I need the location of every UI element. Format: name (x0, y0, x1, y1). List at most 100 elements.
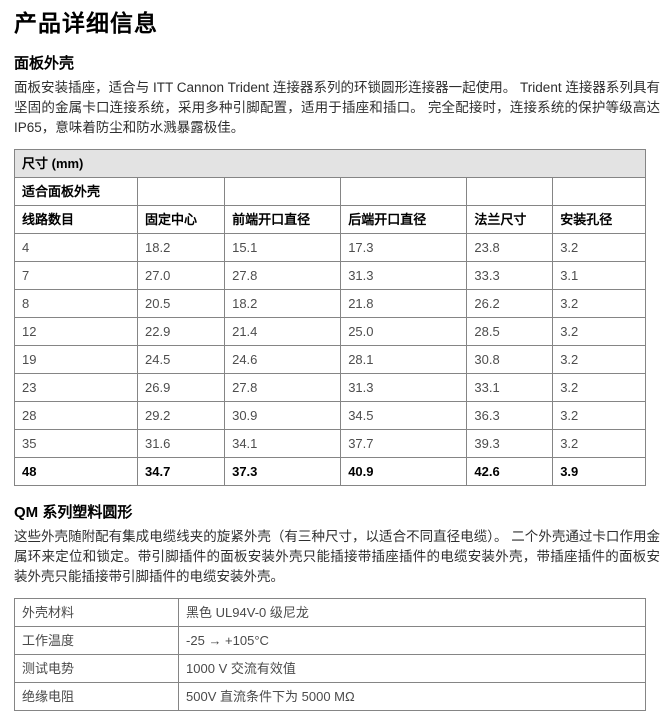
page: 产品详细信息 面板外壳 面板安装插座，适合与 ITT Cannon Triden… (0, 9, 671, 711)
table-row: 12 22.9 21.4 25.0 28.5 3.2 (13, 317, 646, 346)
column-header: 前端开口直径 (224, 205, 342, 234)
table-cell: 3.1 (552, 261, 646, 290)
specs-table: 外壳材料 黑色 UL94V-0 级尼龙 工作温度 -25 → +105°C 测试电势 10… (13, 598, 646, 711)
table-cell: 24.5 (137, 345, 226, 374)
table-cell: 28.1 (340, 345, 468, 374)
column-header: 后端开口直径 (340, 205, 468, 234)
table-cell: 40.9 (340, 457, 468, 486)
table-cell: 3.2 (552, 233, 646, 262)
table-cell: 30.8 (466, 345, 554, 374)
panel-housing-heading: 面板外壳 (14, 55, 75, 72)
table-cell: 28 (13, 401, 139, 430)
table-cell: 23 (13, 373, 139, 402)
column-header: 固定中心 (137, 205, 226, 234)
page-title: 产品详细信息 (14, 10, 158, 36)
table-cell: 37.7 (340, 429, 468, 458)
table-cell: 26.2 (466, 289, 554, 318)
table-cell: 25.0 (340, 317, 468, 346)
table-title-row: 尺寸 (mm) (14, 149, 646, 178)
table-cell: 39.3 (466, 429, 554, 458)
empty-cell (552, 177, 646, 206)
panel-housing-description: 面板安装插座，适合与 ITT Cannon Trident 连接器系列的环锁圆形… (14, 80, 660, 135)
column-header: 法兰尺寸 (466, 205, 554, 234)
table-cell: 17.3 (340, 233, 468, 262)
table-cell: 27.0 (137, 261, 226, 290)
spec-row: 工作温度 -25 → +105°C (13, 626, 646, 655)
column-header-row: 线路数目 固定中心 前端开口直径 后端开口直径 法兰尺寸 安装孔径 (13, 205, 646, 234)
dimensions-body: 4 18.2 15.1 17.3 23.8 3.2 7 27.0 27.8 31.3 33.3 3.1… (13, 233, 646, 486)
table-subtitle: 适合面板外壳 (13, 177, 139, 206)
table-cell: 31.3 (340, 373, 468, 402)
table-cell: 31.3 (340, 261, 468, 290)
table-cell: 24.6 (224, 345, 342, 374)
table-cell: 28.5 (466, 317, 554, 346)
table-cell: 3.2 (552, 345, 646, 374)
specs-body: 外壳材料 黑色 UL94V-0 级尼龙 工作温度 -25 → +105°C 测试电势 10… (13, 598, 646, 711)
spec-value: 1000 V 交流有效值 (178, 654, 646, 683)
table-cell: 34.1 (224, 429, 342, 458)
table-cell: 21.8 (340, 289, 468, 318)
table-cell: 33.1 (466, 373, 554, 402)
table-cell: 19 (13, 345, 139, 374)
table-cell: 7 (13, 261, 139, 290)
table-cell: 34.5 (340, 401, 468, 430)
column-header: 线路数目 (13, 205, 139, 234)
table-cell: 18.2 (224, 289, 342, 318)
qm-section: QM 系列塑料圆形 这些外壳随附配有集成电缆线夹的旋紧外壳（有三种尺寸，以适合不… (0, 504, 671, 587)
table-cell: 23.8 (466, 233, 554, 262)
table-cell: 27.8 (224, 261, 342, 290)
table-cell: 35 (13, 429, 139, 458)
table-cell: 3.2 (552, 429, 646, 458)
table-cell: 18.2 (137, 233, 226, 262)
table-cell: 3.2 (552, 289, 646, 318)
table-cell: 33.3 (466, 261, 554, 290)
table-cell: 31.6 (137, 429, 226, 458)
table-cell: 4 (13, 233, 139, 262)
table-cell: 36.3 (466, 401, 554, 430)
table-row: 28 29.2 30.9 34.5 36.3 3.2 (13, 401, 646, 430)
spec-label: 测试电势 (13, 654, 180, 683)
table-row: 23 26.9 27.8 31.3 33.1 3.2 (13, 373, 646, 402)
table-cell: 3.9 (552, 457, 646, 486)
table-cell: 3.2 (552, 401, 646, 430)
spec-row: 测试电势 1000 V 交流有效值 (13, 654, 646, 683)
table-cell: 29.2 (137, 401, 226, 430)
table-row: 35 31.6 34.1 37.7 39.3 3.2 (13, 429, 646, 458)
spec-label: 工作温度 (13, 626, 180, 655)
empty-cell (137, 177, 226, 206)
spec-row: 外壳材料 黑色 UL94V-0 级尼龙 (13, 598, 646, 627)
table-subtitle-row: 适合面板外壳 (13, 177, 646, 206)
empty-cell (224, 177, 342, 206)
spec-label: 绝缘电阻 (13, 682, 180, 711)
table-cell: 27.8 (224, 373, 342, 402)
table-row: 48 34.7 37.3 40.9 42.6 3.9 (13, 457, 646, 486)
table-cell: 26.9 (137, 373, 226, 402)
dimensions-table: 尺寸 (mm) 适合面板外壳 线路数目 固定中心 前端开口直径 后端开口直径 法兰尺寸安… (13, 149, 646, 486)
table-cell: 30.9 (224, 401, 342, 430)
table-cell: 8 (13, 289, 139, 318)
spec-label: 外壳材料 (13, 598, 180, 627)
spec-row: 绝缘电阻 500V 直流条件下为 5000 MΩ (13, 682, 646, 711)
empty-cell (340, 177, 468, 206)
table-cell: 34.7 (137, 457, 226, 486)
table-row: 8 20.5 18.2 21.8 26.2 3.2 (13, 289, 646, 318)
panel-housing-section: 面板外壳 面板安装插座，适合与 ITT Cannon Trident 连接器系列… (0, 55, 671, 138)
column-header: 安装孔径 (552, 205, 646, 234)
table-cell: 15.1 (224, 233, 342, 262)
table-cell: 21.4 (224, 317, 342, 346)
table-cell: 22.9 (137, 317, 226, 346)
empty-cell (466, 177, 554, 206)
table-cell: 3.2 (552, 317, 646, 346)
table-cell: 48 (13, 457, 139, 486)
spec-value: -25 → +105°C (178, 626, 646, 655)
spec-value: 黑色 UL94V-0 级尼龙 (178, 598, 646, 627)
table-cell: 12 (13, 317, 139, 346)
table-cell: 42.6 (466, 457, 554, 486)
table-cell: 3.2 (552, 373, 646, 402)
table-row: 4 18.2 15.1 17.3 23.8 3.2 (13, 233, 646, 262)
table-row: 7 27.0 27.8 31.3 33.3 3.1 (13, 261, 646, 290)
table-title: 尺寸 (mm) (14, 149, 646, 178)
table-cell: 20.5 (137, 289, 226, 318)
qm-description: 这些外壳随附配有集成电缆线夹的旋紧外壳（有三种尺寸，以适合不同直径电缆）。 二个… (14, 529, 660, 584)
qm-heading: QM 系列塑料圆形 (14, 504, 133, 521)
